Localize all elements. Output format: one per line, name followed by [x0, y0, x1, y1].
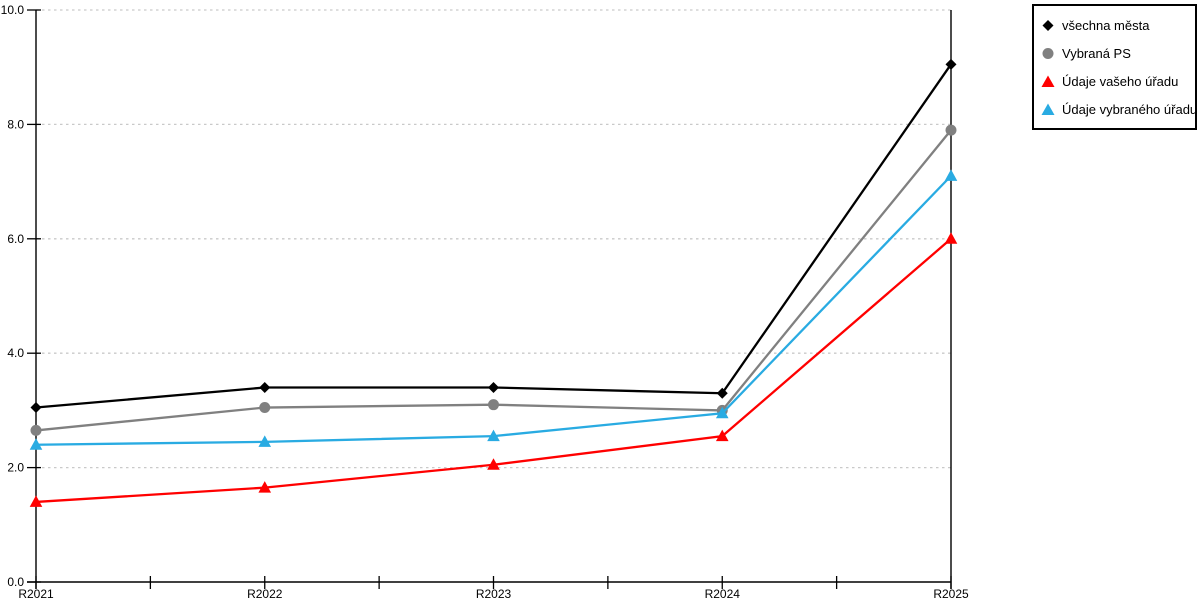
- data-point-triangle: [715, 406, 729, 419]
- data-point-circle: [488, 399, 499, 411]
- y-tick-label: 10.0: [1, 3, 25, 17]
- y-tick-label: 8.0: [7, 117, 24, 131]
- data-point-triangle: [258, 481, 272, 493]
- x-tick-label: R2023: [476, 587, 512, 600]
- legend-item: všechna města: [1041, 11, 1191, 39]
- x-tick-label: R2022: [247, 587, 283, 600]
- data-point-triangle: [944, 232, 958, 244]
- series-2: [29, 232, 958, 507]
- data-point-diamond: [259, 382, 271, 394]
- series-0: [30, 58, 957, 414]
- x-tick-label: R2024: [705, 587, 741, 600]
- legend: všechna města Vybraná PS Údaje vašeho úřad…: [1032, 4, 1197, 130]
- triangle-icon: [1041, 75, 1056, 88]
- data-point-circle: [30, 424, 42, 436]
- legend-label: Údaje vašeho úřadu: [1062, 73, 1179, 89]
- data-point-diamond: [488, 382, 499, 394]
- y-tick-label: 0.0: [7, 575, 24, 589]
- gridlines: [36, 9, 951, 469]
- data-point-circle: [945, 124, 957, 136]
- axes: [27, 10, 952, 589]
- y-tick-label: 6.0: [7, 232, 24, 246]
- data-point-triangle: [29, 495, 43, 507]
- data-point-diamond: [716, 387, 728, 399]
- series-3: [29, 169, 958, 450]
- legend-label: všechna města: [1062, 17, 1150, 33]
- x-tick-label: R2021: [18, 587, 54, 600]
- triangle-icon: [1041, 103, 1056, 116]
- data-point-triangle: [944, 169, 958, 181]
- diamond-icon: [1041, 19, 1056, 32]
- circle-icon: [1041, 47, 1056, 60]
- data-point-triangle: [29, 438, 43, 450]
- y-tick-label: 4.0: [7, 346, 24, 360]
- legend-label: Vybraná PS: [1062, 45, 1131, 61]
- data-point-diamond: [30, 402, 42, 414]
- legend-item: Údaje vašeho úřadu: [1041, 67, 1191, 95]
- data-point-circle: [259, 402, 271, 414]
- data-point-triangle: [258, 435, 272, 447]
- data-point-triangle: [487, 458, 500, 470]
- x-axis-ticks: R2021 R2022 R2023 R2024 R2025: [18, 576, 969, 600]
- data-point-triangle: [487, 429, 500, 442]
- legend-label: Údaje vybraného úřadu: [1062, 101, 1198, 117]
- data-point-diamond: [945, 58, 957, 70]
- legend-item: Údaje vybraného úřadu: [1041, 95, 1197, 123]
- legend-item: Vybraná PS: [1041, 39, 1191, 67]
- y-tick-label: 2.0: [7, 461, 24, 475]
- x-tick-label: R2025: [933, 587, 969, 600]
- data-point-triangle: [715, 429, 729, 442]
